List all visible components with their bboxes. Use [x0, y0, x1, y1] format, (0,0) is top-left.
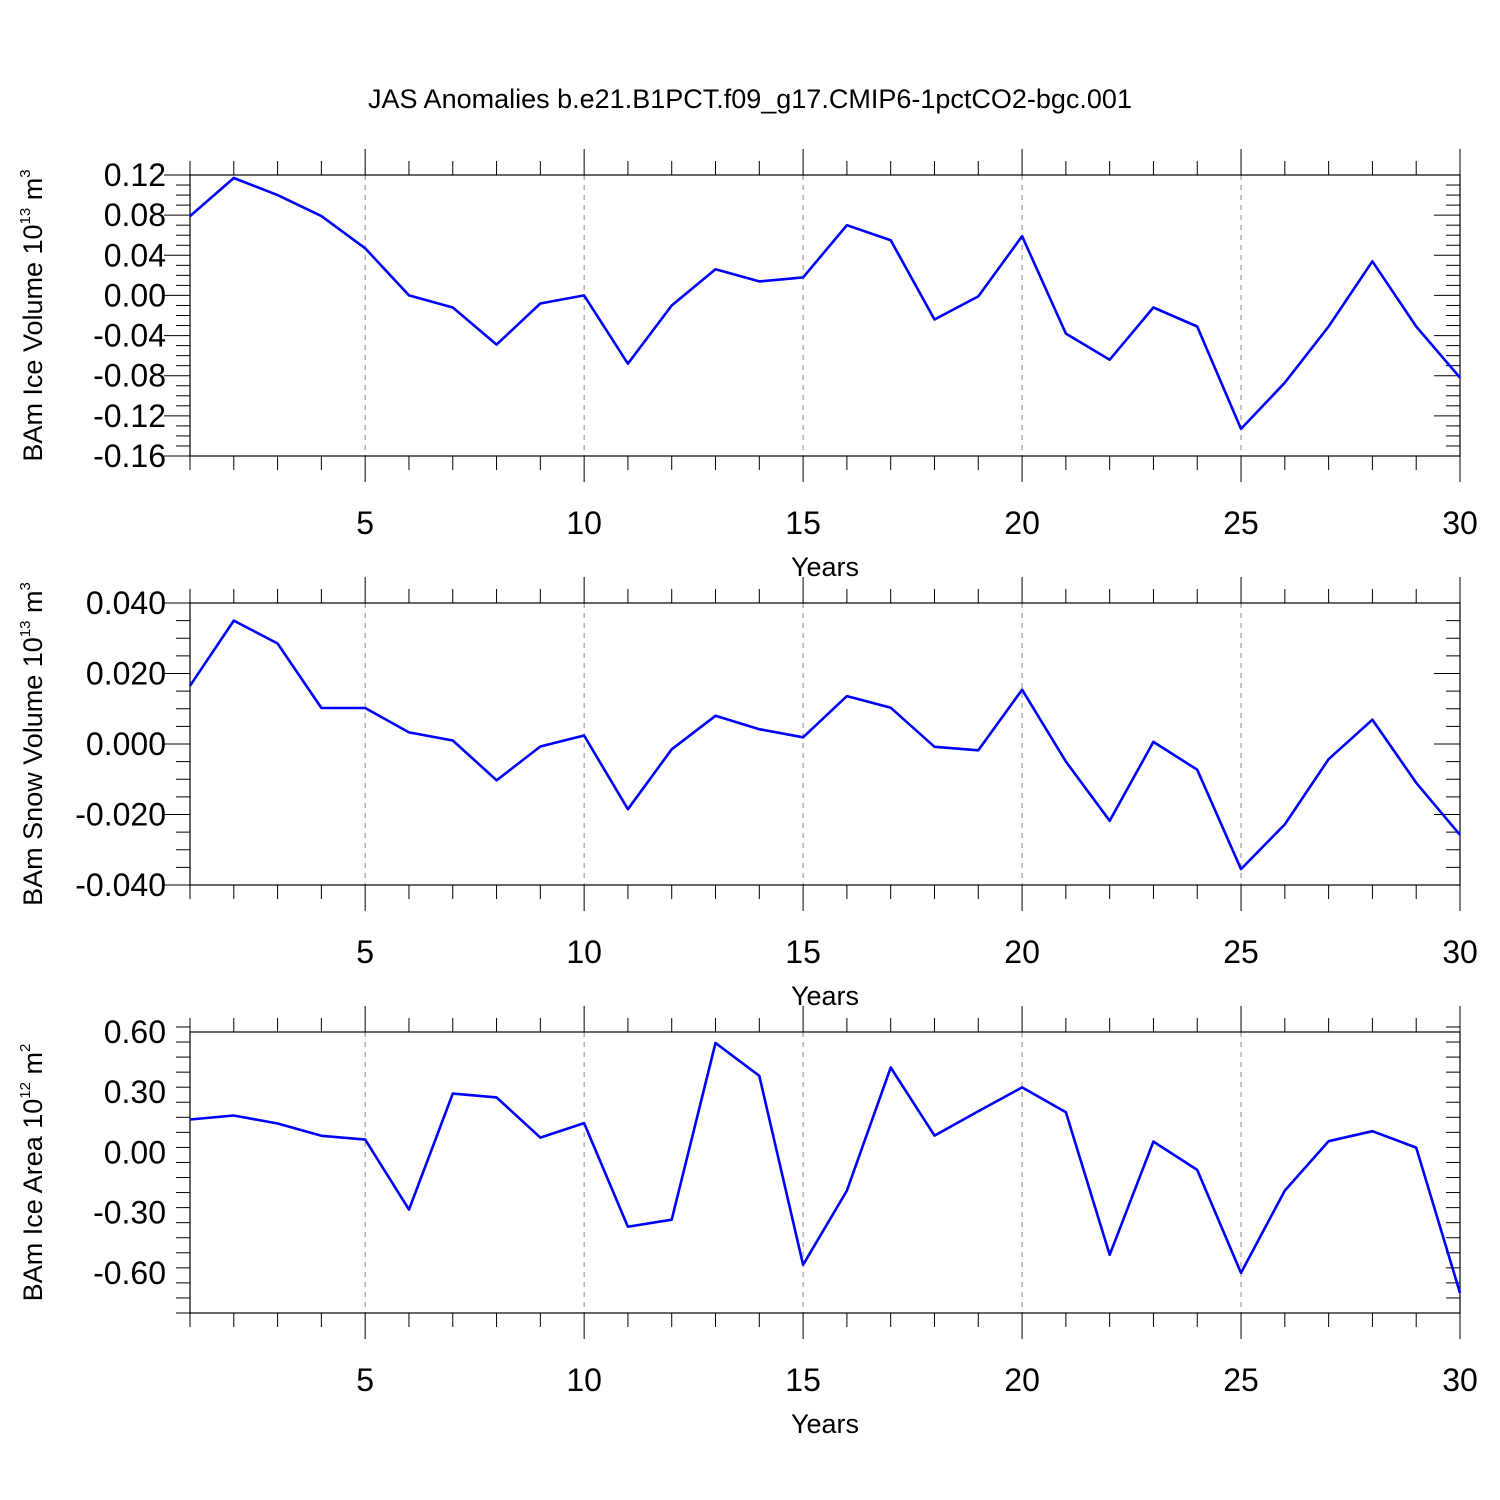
y-tick-label: 0.60 — [104, 1014, 166, 1050]
x-tick-label: 25 — [1223, 934, 1259, 970]
series-line — [188, 619, 1461, 871]
series-line — [189, 176, 1461, 431]
x-axis-title: Years — [791, 1409, 859, 1439]
x-tick-label: 10 — [566, 934, 602, 970]
y-tick-label: -0.040 — [75, 867, 166, 903]
x-tick-label: 30 — [1442, 1362, 1478, 1398]
y-tick-label: -0.60 — [93, 1255, 166, 1291]
y-tick-label: 0.00 — [104, 277, 166, 313]
x-tick-label: 5 — [356, 1362, 374, 1398]
panel-1: -0.16 -0.12 -0.08 -0.04 0.00 0.04 0.08 0.12 5 10 1… — [17, 149, 1478, 582]
plot-frame — [189, 174, 1461, 457]
x-tick-label: 20 — [1004, 1362, 1040, 1398]
y-tick-label: -0.08 — [93, 358, 166, 394]
chart-title: JAS Anomalies b.e21.B1PCT.f09_g17.CMIP6-… — [368, 84, 1132, 114]
y-tick-label: 0.020 — [86, 656, 166, 692]
y-tick-label: -0.12 — [93, 398, 166, 434]
x-tick-label: 25 — [1223, 505, 1259, 541]
x-tick-label: 5 — [356, 505, 374, 541]
y-tick-label: -0.30 — [93, 1195, 166, 1231]
x-tick-label: 10 — [566, 1362, 602, 1398]
y-tick-label: 0.12 — [104, 157, 166, 193]
y-axis-title: BAm Snow Volume 1013 m3 — [17, 582, 48, 906]
x-tick-label: 25 — [1223, 1362, 1259, 1398]
y-axis-title: BAm Ice Area 1012 m2 — [17, 1044, 48, 1302]
x-tick-label: 10 — [566, 505, 602, 541]
y-tick-label: 0.040 — [86, 585, 166, 621]
x-tick-label: 15 — [785, 934, 821, 970]
y-tick-label: 0.08 — [104, 197, 166, 233]
panel-2: -0.040 -0.020 0.000 0.020 0.040 5 10 15 20 25 30 Ye… — [17, 577, 1478, 1011]
y-tick-label: 0.30 — [104, 1074, 166, 1110]
series-line — [189, 1041, 1462, 1294]
y-tick-label: 0.04 — [104, 237, 166, 273]
panel-3: -0.60 -0.30 0.00 0.30 0.60 5 10 15 20 25 30 Years BA… — [17, 1006, 1478, 1439]
y-tick-label: 0.000 — [86, 726, 166, 762]
x-tick-label: 30 — [1442, 505, 1478, 541]
x-axis-title: Years — [791, 981, 859, 1011]
x-tick-label: 20 — [1004, 934, 1040, 970]
y-tick-label: 0.00 — [104, 1134, 166, 1170]
x-tick-label: 5 — [356, 934, 374, 970]
x-tick-label: 30 — [1442, 934, 1478, 970]
plot-frame — [189, 1031, 1461, 1314]
y-tick-label: -0.020 — [75, 797, 166, 833]
x-tick-label: 15 — [785, 505, 821, 541]
y-tick-label: -0.16 — [93, 438, 166, 474]
plot-frame — [189, 602, 1461, 886]
y-tick-label: -0.04 — [93, 318, 166, 354]
x-axis-title: Years — [791, 552, 859, 582]
y-axis-title: BAm Ice Volume 1013 m3 — [17, 169, 48, 461]
x-tick-label: 20 — [1004, 505, 1040, 541]
x-tick-label: 15 — [785, 1362, 821, 1398]
